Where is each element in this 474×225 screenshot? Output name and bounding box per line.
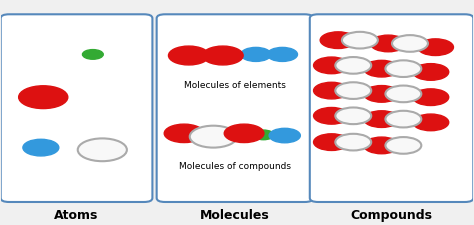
Circle shape <box>413 64 449 80</box>
Circle shape <box>202 46 243 65</box>
Circle shape <box>78 138 127 161</box>
Circle shape <box>385 86 421 102</box>
Text: Atoms: Atoms <box>55 209 99 222</box>
FancyBboxPatch shape <box>0 14 153 202</box>
FancyBboxPatch shape <box>310 14 474 202</box>
Text: Compounds: Compounds <box>351 209 433 222</box>
Circle shape <box>335 57 371 74</box>
Circle shape <box>335 108 371 124</box>
Circle shape <box>320 32 356 49</box>
Circle shape <box>241 47 271 61</box>
Circle shape <box>364 60 400 77</box>
Circle shape <box>364 111 400 127</box>
Circle shape <box>18 86 68 109</box>
Circle shape <box>314 57 349 74</box>
Circle shape <box>190 126 237 148</box>
Circle shape <box>23 139 59 156</box>
Circle shape <box>269 128 301 143</box>
Circle shape <box>82 50 103 59</box>
Circle shape <box>364 137 400 154</box>
Circle shape <box>385 137 421 154</box>
Circle shape <box>314 82 349 99</box>
Circle shape <box>253 130 274 140</box>
Circle shape <box>418 39 454 56</box>
Circle shape <box>342 32 378 49</box>
Circle shape <box>164 124 204 143</box>
Circle shape <box>370 35 406 52</box>
Circle shape <box>335 82 371 99</box>
Text: Molecules of elements: Molecules of elements <box>184 81 285 90</box>
Text: Molecules: Molecules <box>200 209 270 222</box>
Circle shape <box>314 134 349 151</box>
Circle shape <box>385 60 421 77</box>
Circle shape <box>224 124 264 143</box>
Circle shape <box>364 86 400 102</box>
Circle shape <box>385 111 421 127</box>
Circle shape <box>413 89 449 106</box>
FancyBboxPatch shape <box>156 14 313 202</box>
Circle shape <box>314 108 349 124</box>
Circle shape <box>413 114 449 131</box>
Circle shape <box>335 134 371 151</box>
Circle shape <box>267 47 298 61</box>
Text: Molecules of compounds: Molecules of compounds <box>179 162 291 171</box>
Circle shape <box>168 46 209 65</box>
Circle shape <box>392 35 428 52</box>
